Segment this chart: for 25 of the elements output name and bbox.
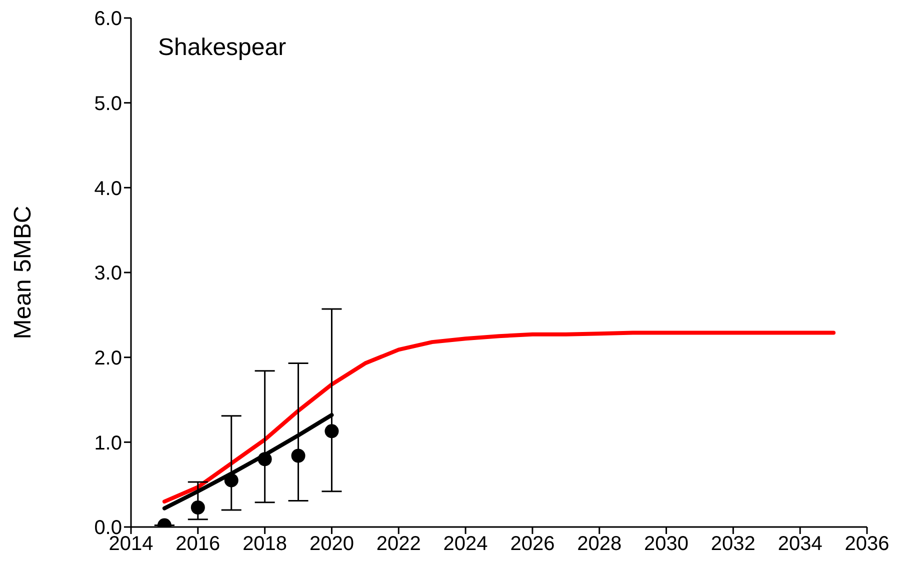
- point: [291, 448, 306, 463]
- y-tick-label: 1.0: [94, 432, 122, 454]
- point: [224, 473, 238, 488]
- x-tick-label: 2036: [844, 533, 890, 556]
- y-tick-label: 2.0: [94, 347, 122, 370]
- annotation: Shakespear: [158, 34, 286, 62]
- x-tick-label: 2022: [376, 533, 421, 556]
- line-series: [162, 330, 836, 504]
- y-axis-title: Mean 5MBC: [10, 206, 37, 340]
- x-tick-label: 2016: [176, 533, 220, 556]
- x-tick-label: 2028: [577, 533, 622, 556]
- x-tick-label: 2020: [309, 533, 354, 556]
- point: [190, 500, 205, 514]
- point: [258, 452, 272, 466]
- y-tick-label: 6.0: [94, 8, 122, 30]
- x-tick-label: 2030: [644, 533, 689, 556]
- y-tick-label: 4.0: [94, 178, 122, 200]
- y-tick-label: 3.0: [94, 262, 122, 285]
- x-tick-label: 2018: [242, 533, 288, 556]
- x-tick-label: 2032: [710, 533, 756, 556]
- x-tick-label: 2024: [443, 533, 488, 556]
- y-tick-label: 5.0: [94, 92, 122, 115]
- x-tick-label: 2026: [510, 533, 555, 556]
- point: [324, 424, 339, 438]
- x-tick-label: 2034: [778, 533, 822, 556]
